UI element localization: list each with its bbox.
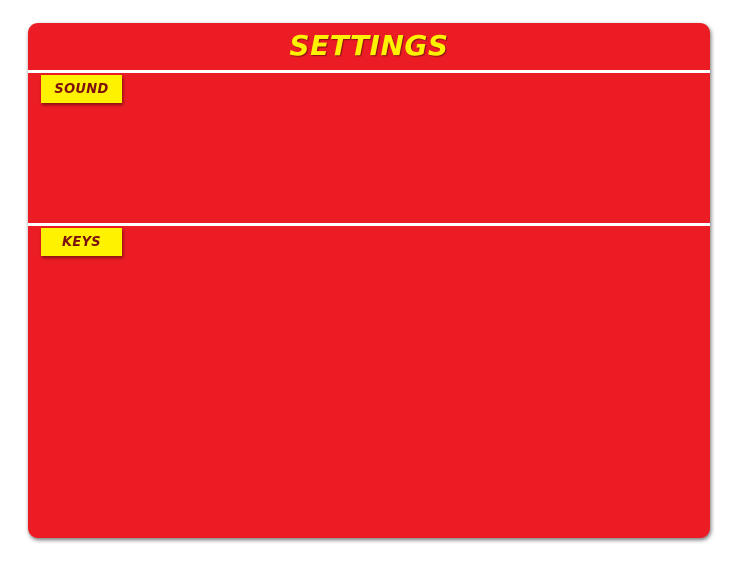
sound-section: SOUND xyxy=(28,73,710,223)
settings-panel: SETTINGS SOUND KEYS xyxy=(28,23,710,538)
keys-tab[interactable]: KEYS xyxy=(41,228,122,256)
keys-section: KEYS xyxy=(28,226,710,538)
sound-tab[interactable]: SOUND xyxy=(41,75,122,103)
settings-title: SETTINGS xyxy=(289,29,449,62)
title-divider xyxy=(28,70,710,73)
section-divider xyxy=(28,223,710,226)
